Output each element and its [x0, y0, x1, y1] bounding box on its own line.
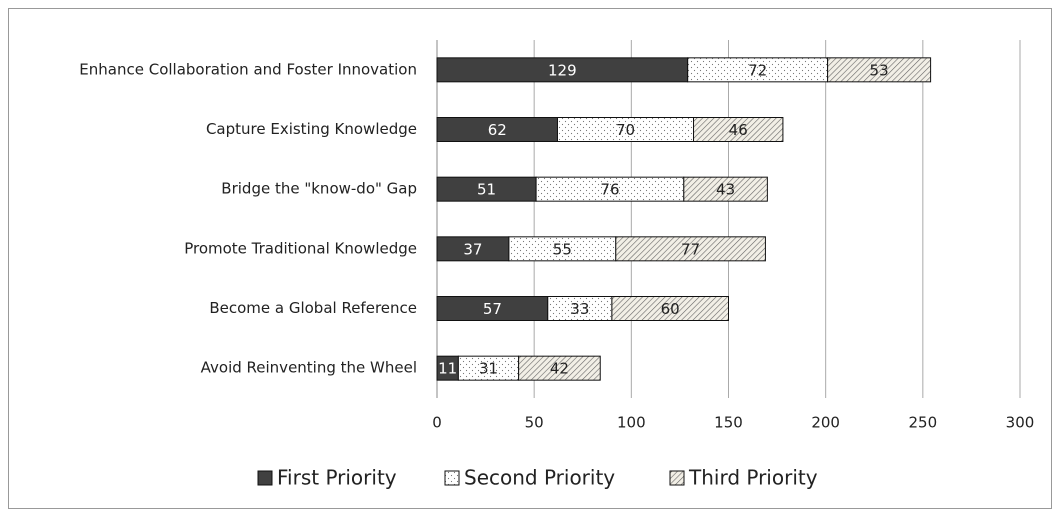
data-label: 70: [616, 121, 635, 139]
data-label: 51: [477, 181, 496, 199]
bar-segment: [683, 176, 768, 202]
legend-label: Second Priority: [464, 466, 615, 490]
legend-swatch: [257, 470, 273, 486]
category-label: Become a Global Reference: [209, 299, 417, 317]
category-label: Avoid Reinventing the Wheel: [201, 359, 417, 377]
category-label: Enhance Collaboration and Foster Innovat…: [79, 60, 417, 78]
bar-segment: [556, 117, 695, 142]
category-label: Bridge the "know-do" Gap: [221, 180, 417, 198]
data-label: 77: [681, 240, 700, 258]
x-tick-label: 100: [617, 414, 646, 432]
bar-segment: [436, 117, 558, 142]
data-label: 76: [600, 181, 619, 199]
x-tick-label: 150: [714, 414, 743, 432]
legend-label: First Priority: [277, 466, 397, 490]
x-tick-label: 50: [525, 414, 544, 432]
data-label: 37: [463, 240, 482, 258]
data-label: 55: [553, 240, 572, 258]
data-label: 11: [438, 360, 457, 378]
data-label: 43: [716, 181, 735, 199]
data-label: 129: [548, 61, 577, 79]
bar-segment: [436, 296, 549, 321]
data-label: 33: [570, 300, 589, 318]
legend-swatch: [669, 470, 685, 486]
x-tick-label: 200: [811, 414, 840, 432]
data-label: 42: [550, 360, 569, 378]
data-label: 53: [870, 61, 889, 79]
category-label: Capture Existing Knowledge: [206, 120, 417, 138]
bar-segment: [518, 355, 601, 381]
legend-label: Third Priority: [688, 466, 818, 490]
bar-segment: [535, 176, 685, 202]
legend-swatch: [444, 470, 460, 486]
data-label: 62: [488, 121, 507, 139]
data-label: 31: [479, 360, 498, 378]
data-label: 60: [661, 300, 680, 318]
bar-segment: [827, 57, 932, 83]
data-label: 57: [483, 300, 502, 318]
bar-segment: [687, 57, 829, 83]
bar-segment: [693, 117, 784, 142]
data-label: 46: [729, 121, 748, 139]
bar-segment: [436, 236, 510, 262]
bar-segment: [457, 355, 520, 381]
bar-segment: [611, 296, 730, 321]
bar-segment: [615, 236, 766, 262]
data-label: 72: [748, 61, 767, 79]
x-tick-label: 250: [909, 414, 938, 432]
x-tick-label: 0: [432, 414, 442, 432]
bar-segment: [436, 57, 689, 83]
x-tick-label: 300: [1006, 414, 1035, 432]
category-label: Promote Traditional Knowledge: [184, 239, 417, 257]
